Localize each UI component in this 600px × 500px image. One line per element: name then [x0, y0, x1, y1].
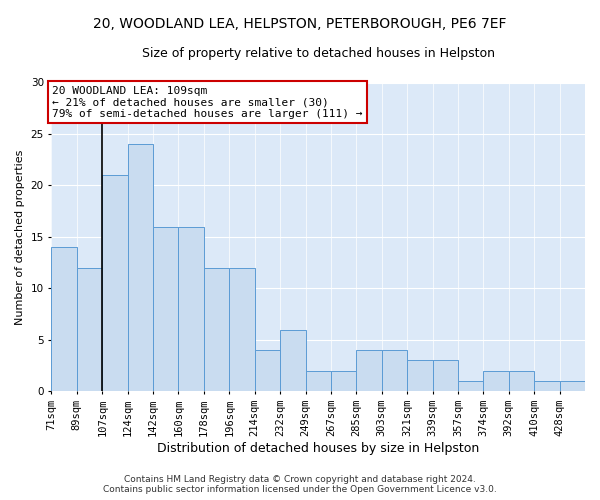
- Bar: [534, 381, 560, 392]
- Bar: [331, 370, 356, 392]
- Bar: [560, 381, 585, 392]
- Bar: [305, 370, 331, 392]
- Bar: [153, 226, 178, 392]
- Bar: [509, 370, 534, 392]
- Bar: [255, 350, 280, 392]
- Bar: [128, 144, 153, 392]
- Text: 20, WOODLAND LEA, HELPSTON, PETERBOROUGH, PE6 7EF: 20, WOODLAND LEA, HELPSTON, PETERBOROUGH…: [93, 18, 507, 32]
- Bar: [102, 175, 128, 392]
- Bar: [382, 350, 407, 392]
- Bar: [407, 360, 433, 392]
- Bar: [356, 350, 382, 392]
- Bar: [229, 268, 255, 392]
- Bar: [433, 360, 458, 392]
- Bar: [280, 330, 305, 392]
- Bar: [52, 247, 77, 392]
- Y-axis label: Number of detached properties: Number of detached properties: [15, 149, 25, 324]
- Bar: [204, 268, 229, 392]
- Bar: [458, 381, 484, 392]
- Text: Contains HM Land Registry data © Crown copyright and database right 2024.
Contai: Contains HM Land Registry data © Crown c…: [103, 474, 497, 494]
- Title: Size of property relative to detached houses in Helpston: Size of property relative to detached ho…: [142, 48, 495, 60]
- Bar: [178, 226, 204, 392]
- Bar: [484, 370, 509, 392]
- Bar: [77, 268, 102, 392]
- Text: 20 WOODLAND LEA: 109sqm
← 21% of detached houses are smaller (30)
79% of semi-de: 20 WOODLAND LEA: 109sqm ← 21% of detache…: [52, 86, 362, 119]
- X-axis label: Distribution of detached houses by size in Helpston: Distribution of detached houses by size …: [157, 442, 479, 455]
